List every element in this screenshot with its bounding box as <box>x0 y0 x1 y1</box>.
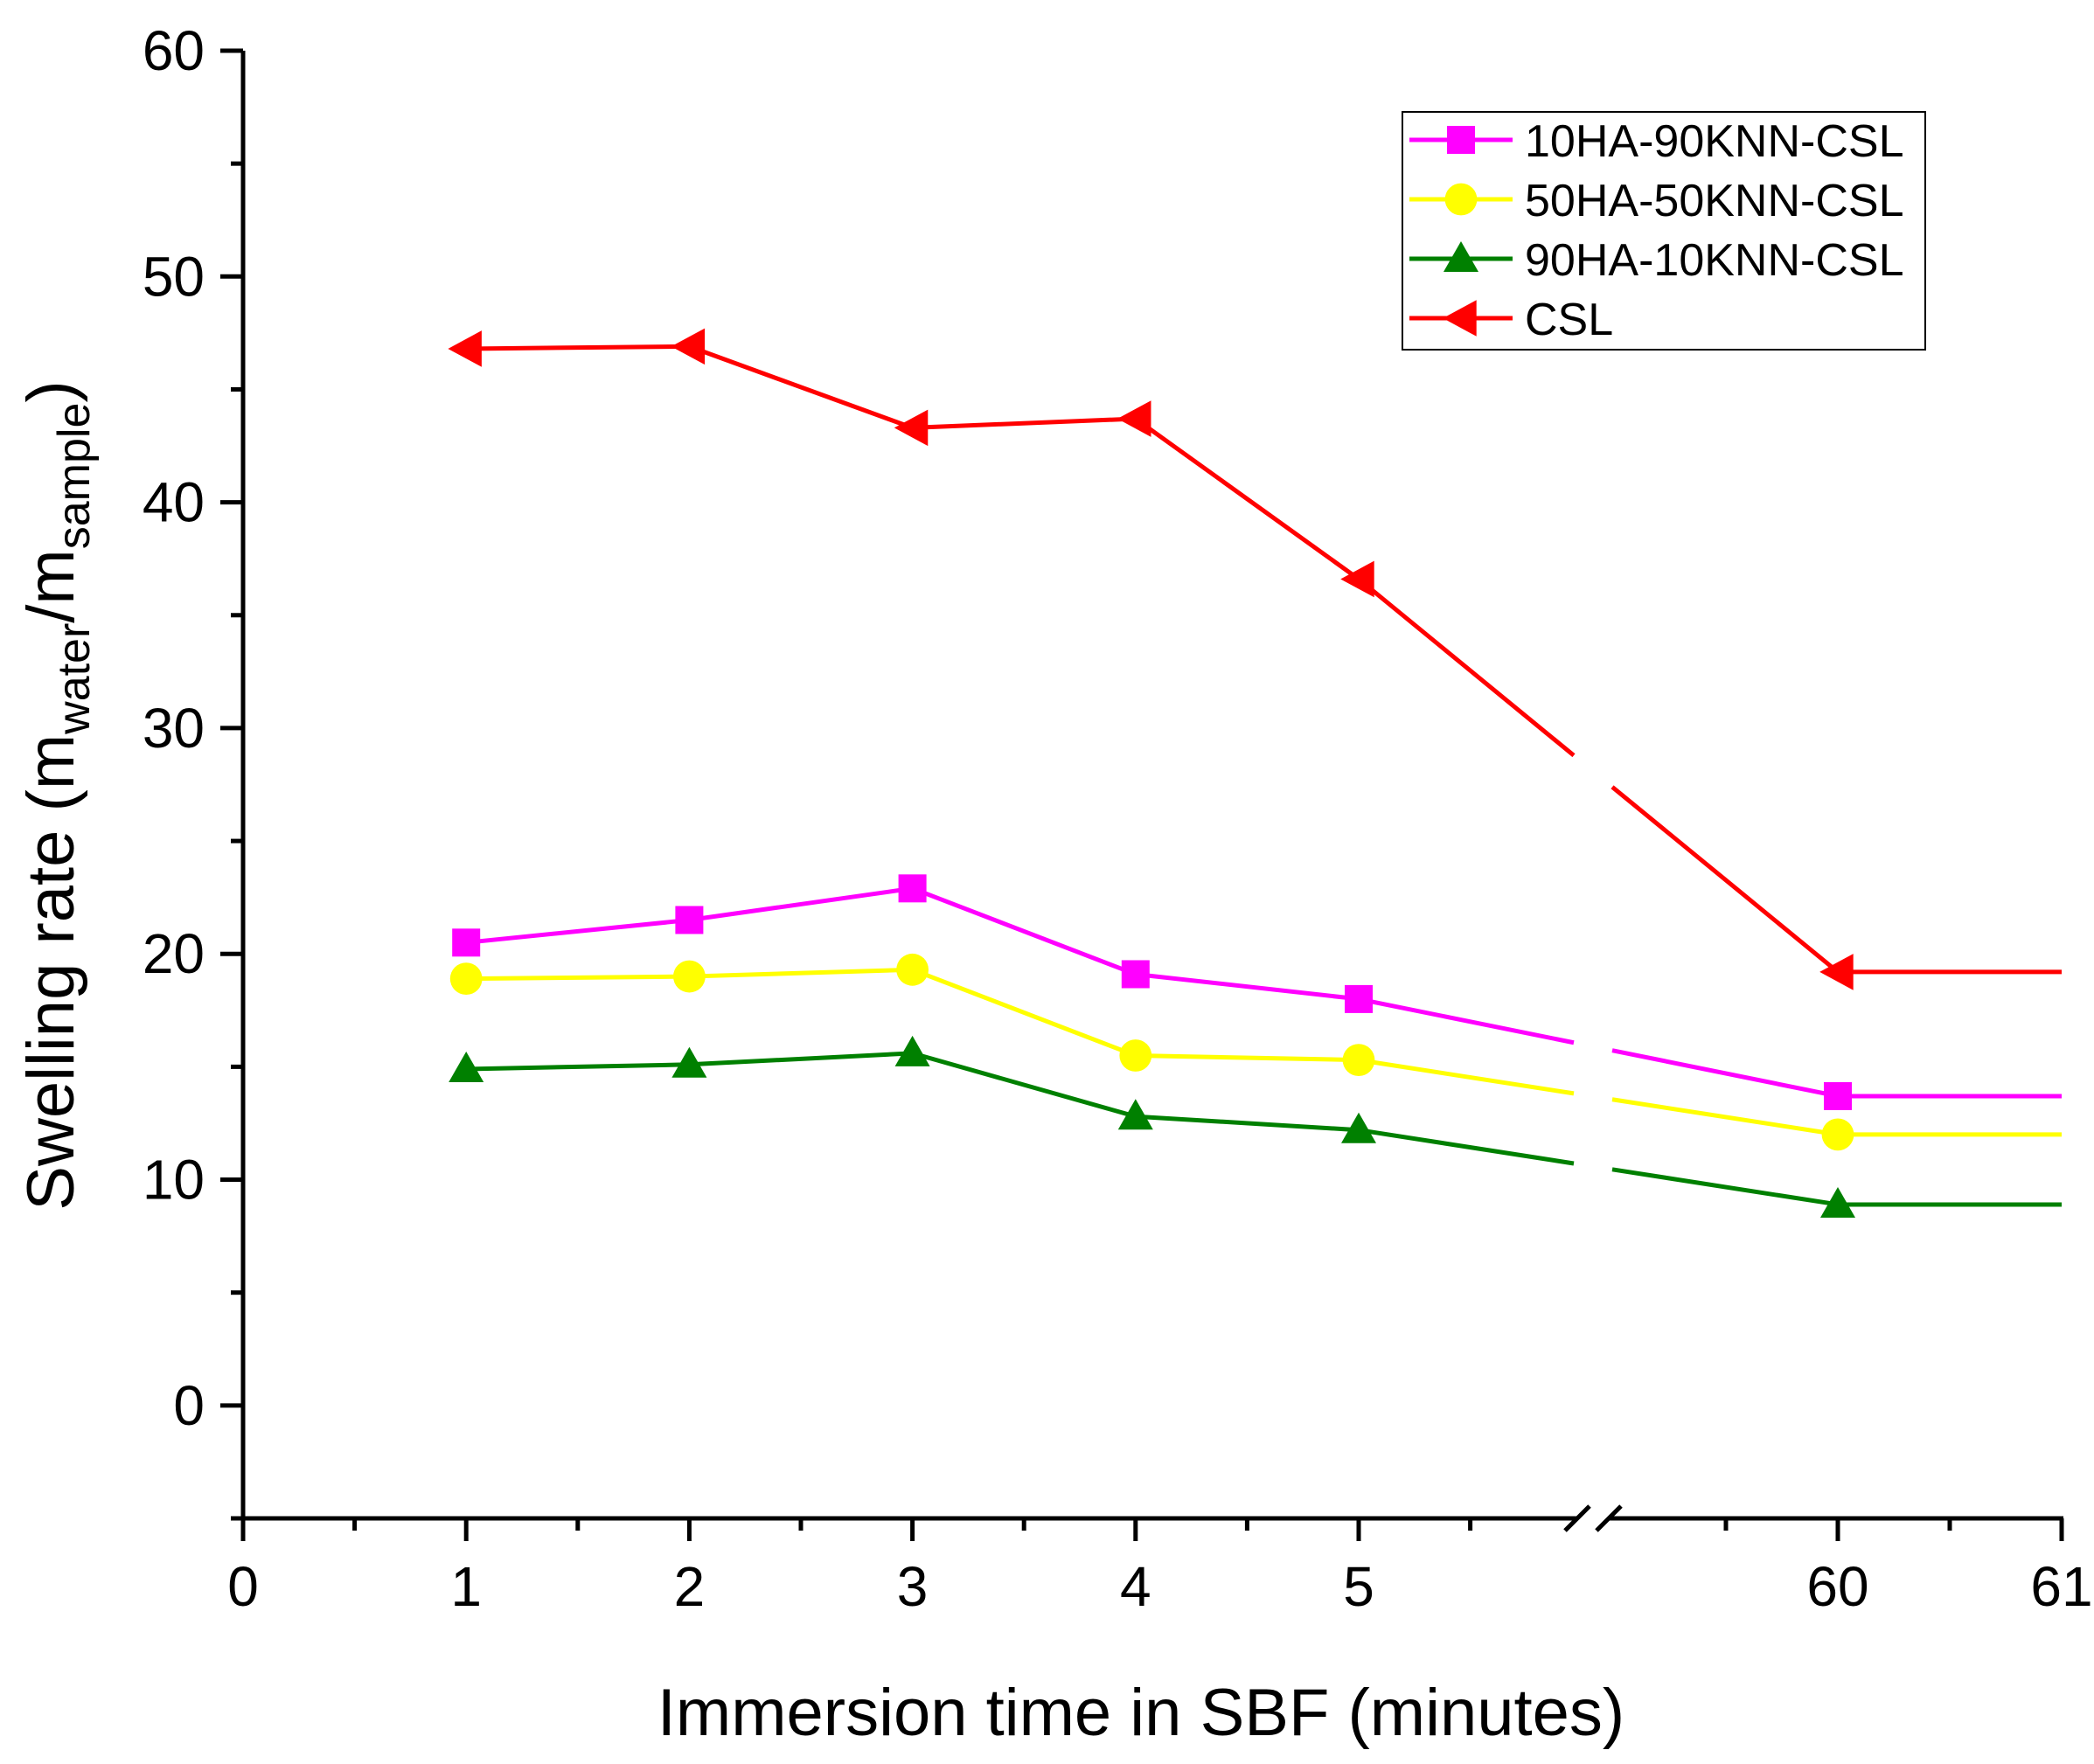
data-point <box>894 409 929 447</box>
x-tick-label: 4 <box>1120 1555 1151 1618</box>
series-line-segment <box>1358 1058 1575 1096</box>
legend-label: CSL <box>1525 295 1613 345</box>
y-tick-label: 40 <box>143 471 205 534</box>
legend-item-50ha-50knn-csl: 50HA-50KNN-CSL <box>1409 176 1904 226</box>
series-line-segment <box>689 885 913 922</box>
series-line-segment <box>466 1062 690 1072</box>
legend-swatch-marker <box>1447 126 1475 154</box>
data-point <box>675 906 704 934</box>
legend-box <box>1402 111 1926 351</box>
series-50ha-50knn-csl <box>449 953 2062 1151</box>
series-line-segment <box>1611 785 1840 974</box>
x-axis-break-mark-1 <box>1563 1504 1591 1532</box>
legend-label: 50HA-50KNN-CSL <box>1525 176 1904 226</box>
data-point <box>1121 960 1150 989</box>
legend-label: 10HA-90KNN-CSL <box>1525 116 1904 167</box>
legend-item-10ha-90knn-csl: 10HA-90KNN-CSL <box>1409 116 1904 167</box>
legend-swatch-marker <box>1443 300 1477 337</box>
series-line-segment <box>1135 1052 1360 1063</box>
series-line-segment <box>1134 417 1360 581</box>
data-point <box>452 928 481 957</box>
y-axis-title-sub2: sample <box>49 403 100 550</box>
series-line-segment <box>1611 1097 1839 1137</box>
series-line-segment <box>466 974 690 982</box>
y-tick-label: 60 <box>143 19 205 82</box>
series-line-segment <box>1358 1128 1575 1166</box>
y-axis-title: Swelling rate (mwater/msample) <box>14 380 100 1210</box>
data-point <box>1824 1081 1852 1110</box>
data-point <box>1821 1118 1854 1151</box>
series-line-segment <box>466 344 690 351</box>
series-csl <box>448 328 2062 990</box>
legend-swatch-marker <box>1444 241 1478 272</box>
labels-layer: Immersion time in SBF (minutes) Swelling… <box>14 380 1624 1750</box>
legend-item-90ha-10knn-csl: 90HA-10KNN-CSL <box>1409 235 1904 286</box>
series-line-segment <box>911 1051 1137 1119</box>
series-line-segment <box>1357 577 1576 758</box>
y-tick-label: 10 <box>143 1149 205 1212</box>
y-axis-title-end: ) <box>14 380 88 402</box>
series-line-segment <box>911 885 1137 976</box>
data-point <box>448 330 482 367</box>
legend: 10HA-90KNN-CSL 50HA-50KNN-CSL 90HA-10KNN-C… <box>1402 111 1926 351</box>
data-point <box>1341 1112 1376 1143</box>
x-tick-label: 2 <box>674 1555 706 1618</box>
y-axis-title-main: Swelling rate (m <box>14 734 88 1211</box>
legend-item-csl: CSL <box>1409 295 1613 345</box>
x-tick-label: 60 <box>1806 1555 1868 1618</box>
axes-layer: 0 10 20 30 40 50 60 0 1 2 3 4 5 60 61 <box>143 19 2093 1618</box>
series-line-segment <box>1358 997 1575 1045</box>
data-point <box>449 1051 484 1082</box>
series-90ha-10knn-csl <box>449 1035 2062 1218</box>
plot-area <box>448 328 2062 1218</box>
data-point <box>898 874 927 903</box>
data-point <box>894 1035 930 1066</box>
legend-swatch-marker <box>1444 183 1478 216</box>
x-axis-break-mark-2 <box>1595 1504 1623 1532</box>
y-tick-label: 20 <box>143 922 205 985</box>
data-point <box>1117 400 1151 437</box>
data-point <box>673 960 706 993</box>
data-point <box>1819 954 1854 990</box>
x-tick-label: 0 <box>227 1555 259 1618</box>
data-point <box>1820 1186 1855 1218</box>
series-line-segment <box>911 967 1137 1058</box>
data-point <box>1342 1044 1375 1077</box>
data-point <box>449 962 483 996</box>
data-point <box>671 328 706 365</box>
series-line-segment <box>688 344 914 430</box>
y-tick-label: 30 <box>143 697 205 760</box>
series-layer <box>448 328 2062 1218</box>
y-tick-label: 0 <box>173 1374 205 1437</box>
series-line-segment <box>689 1051 913 1067</box>
y-axis-title-mid: /m <box>14 549 88 622</box>
series-line-segment <box>689 967 913 979</box>
x-tick-label: 61 <box>2030 1555 2092 1618</box>
x-tick-label: 5 <box>1343 1555 1374 1618</box>
series-line-segment <box>1135 971 1360 1002</box>
series-line-segment <box>465 917 690 945</box>
data-point <box>1119 1039 1152 1072</box>
x-axis-title: Immersion time in SBF (minutes) <box>657 1676 1624 1750</box>
data-point <box>1340 560 1374 598</box>
y-axis-title-sub1: water <box>49 623 100 735</box>
series-10ha-90knn-csl <box>452 874 2062 1110</box>
x-tick-label: 1 <box>450 1555 482 1618</box>
series-line-segment <box>1611 1048 1839 1099</box>
series-line-segment <box>912 416 1136 430</box>
legend-label: 90HA-10KNN-CSL <box>1525 235 1904 286</box>
data-point <box>1345 984 1373 1013</box>
x-tick-label: 3 <box>897 1555 929 1618</box>
data-point <box>896 953 929 986</box>
series-line-segment <box>1611 1167 1839 1207</box>
data-point <box>1117 1099 1153 1130</box>
data-point <box>671 1046 707 1078</box>
series-line-segment <box>1135 1114 1360 1133</box>
y-tick-label: 50 <box>143 245 205 308</box>
